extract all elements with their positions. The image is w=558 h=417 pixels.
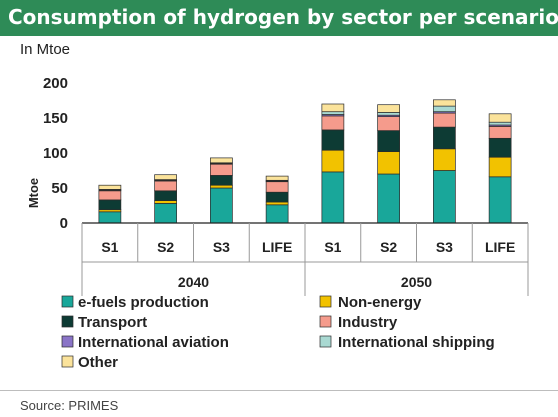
legend-label: Other bbox=[78, 354, 118, 371]
bar-segment bbox=[433, 170, 456, 224]
y-tick-label: 50 bbox=[51, 180, 68, 197]
bar-segment bbox=[377, 104, 400, 113]
x-tick-label: S3 bbox=[213, 239, 230, 255]
legend-swatch bbox=[319, 295, 332, 308]
bar-segment bbox=[154, 203, 177, 224]
bar-segment bbox=[321, 149, 345, 173]
y-tick-label: 200 bbox=[43, 75, 68, 92]
bar-segment bbox=[377, 130, 400, 152]
bar-segment bbox=[210, 175, 233, 186]
bar-segment bbox=[265, 191, 289, 203]
bar-segment bbox=[377, 112, 400, 116]
bar-segment bbox=[433, 99, 456, 107]
bar-segment bbox=[98, 184, 122, 190]
bar-segment bbox=[210, 163, 233, 176]
legend-swatch bbox=[61, 295, 74, 308]
bar-segment bbox=[488, 113, 512, 123]
bar-segment bbox=[154, 200, 177, 204]
legend-label: International shipping bbox=[338, 334, 495, 351]
source-divider bbox=[0, 390, 558, 391]
bar-segment bbox=[98, 211, 122, 224]
bar-segment bbox=[98, 190, 122, 201]
bar-segment bbox=[488, 156, 512, 178]
legend-label: e-fuels production bbox=[78, 294, 209, 311]
bar-segment bbox=[488, 121, 512, 126]
bar-segment bbox=[377, 116, 400, 131]
bar-segment bbox=[210, 157, 233, 164]
legend-label: Transport bbox=[78, 314, 147, 331]
bar-segment bbox=[433, 112, 456, 128]
legend-label: Industry bbox=[338, 314, 398, 331]
bar-segment bbox=[377, 151, 400, 175]
legend-label: International aviation bbox=[78, 334, 229, 351]
bar-segment bbox=[433, 148, 456, 171]
x-tick-label: S2 bbox=[380, 239, 397, 255]
bar-segment bbox=[377, 173, 400, 224]
unit-label: In Mtoe bbox=[20, 41, 71, 58]
bar-segment bbox=[321, 129, 345, 151]
bar-segment bbox=[154, 190, 177, 201]
x-tick-label: LIFE bbox=[262, 239, 292, 255]
bar-segment bbox=[265, 181, 289, 193]
legend-swatch bbox=[61, 335, 74, 348]
x-tick-label: LIFE bbox=[485, 239, 515, 255]
legend-swatch bbox=[61, 355, 74, 368]
y-tick-label: 0 bbox=[60, 215, 68, 232]
bar-segment bbox=[154, 174, 177, 180]
bar-segment bbox=[154, 180, 177, 192]
legend-swatch bbox=[319, 315, 332, 328]
bar-segment bbox=[321, 171, 345, 224]
bar-segment bbox=[265, 204, 289, 224]
source-note: Source: PRIMES bbox=[20, 398, 119, 413]
y-tick-label: 150 bbox=[43, 110, 68, 127]
x-tick-label: S1 bbox=[324, 239, 341, 255]
y-axis-label: Mtoe bbox=[26, 178, 41, 208]
x-group-label: 2050 bbox=[401, 274, 432, 290]
bar-segment bbox=[488, 137, 512, 158]
x-tick-label: S3 bbox=[436, 239, 453, 255]
x-tick-label: S2 bbox=[157, 239, 174, 255]
bar-segment bbox=[321, 103, 345, 113]
bar-segment bbox=[210, 184, 233, 189]
x-tick-label: S1 bbox=[101, 239, 118, 255]
y-tick-label: 100 bbox=[43, 145, 68, 162]
legend-label: Non-energy bbox=[338, 294, 422, 311]
bar-segment bbox=[210, 187, 233, 224]
stacked-bar-chart: Mtoe 0 50 100 150 200 S1 S2 S3 LIFE S1 S2 S3 LIFE 2040… bbox=[26, 75, 529, 371]
bar-segment bbox=[265, 201, 289, 206]
bar-segment bbox=[488, 176, 512, 224]
bar-segment bbox=[433, 105, 456, 113]
bar-segment bbox=[98, 199, 122, 211]
chart-title: Consumption of hydrogen by sector per sc… bbox=[8, 5, 558, 29]
bar-segment bbox=[433, 126, 456, 150]
x-group-label: 2040 bbox=[178, 274, 209, 290]
legend-swatch bbox=[319, 335, 332, 348]
bar-segment bbox=[488, 126, 512, 139]
bar-segment bbox=[321, 115, 345, 131]
title-bar: Consumption of hydrogen by sector per sc… bbox=[0, 0, 558, 36]
bar-segment bbox=[265, 175, 289, 181]
legend-swatch bbox=[61, 315, 74, 328]
bar-segment bbox=[321, 111, 345, 115]
